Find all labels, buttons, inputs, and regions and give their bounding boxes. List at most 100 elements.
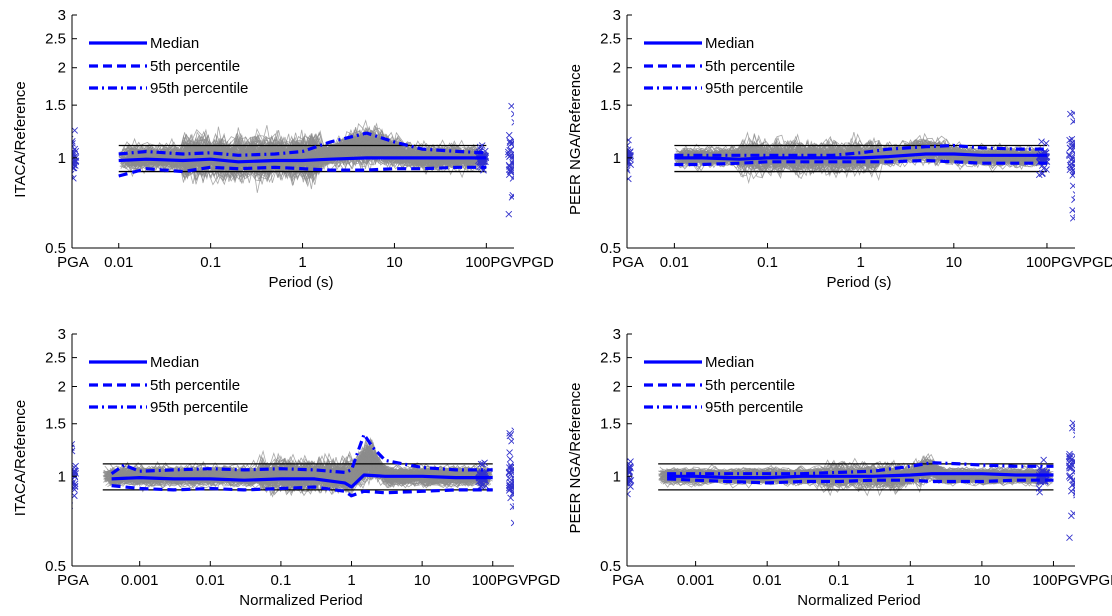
pgd-marker	[1072, 140, 1075, 148]
pga-marker	[65, 464, 71, 470]
x-tick-label: 0.001	[677, 572, 715, 589]
pga-marker	[620, 160, 626, 166]
pgv-label: PGV	[490, 254, 522, 271]
pgd-marker	[509, 503, 514, 511]
pgd-marker	[506, 429, 513, 437]
pgd-marker	[1067, 163, 1075, 171]
x-tick-label: 1	[298, 254, 306, 271]
pga-marker	[65, 476, 71, 482]
series-5th-percentile	[111, 484, 493, 498]
x-tick-label: 100	[1032, 572, 1057, 589]
x-tick-label: 0.01	[104, 254, 133, 271]
series-median	[118, 156, 487, 164]
pga-marker	[627, 490, 631, 498]
x-tick-label: 0.01	[753, 572, 782, 589]
pgd-marker	[1073, 431, 1075, 439]
pgv-marker	[1038, 138, 1045, 146]
x-tick-label: 0.001	[121, 572, 159, 589]
pgd-marker	[1072, 191, 1075, 198]
legend-label: 95th percentile	[150, 399, 248, 416]
pgd-marker	[511, 480, 514, 487]
series-95th-percentile	[118, 131, 487, 157]
pgd-marker	[511, 427, 514, 435]
legend: Median 5th percentile 95th percentile	[644, 354, 803, 416]
y-tick-label: 3	[58, 326, 66, 343]
pga-marker	[627, 165, 630, 172]
y-tick-label: 2.5	[600, 31, 621, 48]
pga-marker	[627, 148, 632, 156]
pgv-marker	[479, 482, 486, 489]
pgv-marker	[476, 163, 483, 171]
y-tick-label: 3	[613, 7, 621, 24]
pgd-marker	[511, 475, 514, 482]
pga-marker	[72, 178, 73, 185]
legend: Median 5th percentile 95th percentile	[644, 35, 803, 97]
category-markers	[620, 109, 1075, 222]
pga-marker	[65, 165, 71, 171]
y-tick-label: 2	[58, 60, 66, 77]
pgd-marker	[509, 490, 514, 497]
y-tick-label: 2	[613, 379, 621, 396]
pgd-marker	[1070, 109, 1075, 117]
pgd-marker	[1067, 487, 1075, 495]
y-tick-label: 1.5	[600, 97, 621, 114]
pgd-marker	[506, 478, 514, 486]
y-tick-label: 0.5	[600, 558, 621, 575]
pgv-marker	[1039, 467, 1047, 474]
pga-marker	[627, 137, 628, 143]
y-tick-label: 2	[58, 379, 66, 396]
pgd-marker	[1072, 424, 1075, 431]
pga-marker	[72, 174, 77, 182]
pga-marker	[627, 460, 633, 468]
x-tick-label: 0.1	[757, 254, 778, 271]
pga-marker	[72, 502, 73, 509]
pga-marker	[72, 471, 76, 479]
pga-marker	[66, 148, 72, 154]
x-tick-label: 100	[472, 572, 497, 589]
pgd-marker	[507, 146, 514, 154]
pgd-marker	[507, 462, 514, 469]
pgv-label: PGV	[497, 572, 529, 589]
pgd-marker	[512, 160, 514, 168]
pgd-marker	[511, 482, 514, 490]
pgd-marker	[509, 466, 514, 474]
trace-line	[685, 138, 1037, 172]
y-tick-label: 1.5	[600, 416, 621, 433]
trace-line	[679, 140, 1039, 162]
pga-marker	[72, 127, 78, 134]
x-axis-label: Period (s)	[826, 274, 891, 291]
legend-label: 95th percentile	[705, 399, 803, 416]
pga-marker	[65, 502, 71, 508]
pgv-marker	[479, 460, 487, 468]
pgd-marker	[1071, 168, 1075, 176]
y-tick-label: 2	[613, 60, 621, 77]
y-axis-label: ITACA/Reference	[12, 400, 29, 516]
pgd-marker	[508, 102, 514, 110]
pga-marker	[620, 471, 626, 477]
pgd-label: PGD	[528, 572, 561, 589]
series-median	[667, 472, 1054, 480]
y-axis-label: PEER NGA/Reference	[567, 64, 584, 215]
pgd-marker	[1066, 152, 1073, 160]
x-tick-label: 100	[1026, 254, 1051, 271]
pgd-marker	[511, 477, 514, 484]
pga-label: PGA	[57, 572, 89, 589]
series-5th-percentile	[118, 165, 487, 178]
y-tick-label: 0.5	[45, 240, 66, 257]
pga-marker	[66, 465, 72, 471]
pgd-marker	[511, 472, 514, 479]
pgd-marker	[505, 161, 513, 169]
pgd-marker	[510, 110, 514, 118]
pgd-marker	[505, 131, 513, 139]
y-tick-label: 0.5	[45, 558, 66, 575]
panel-top-right: 0.5 1 1.5 2 2.5 3 0.01 0.1 1 10 100 PGA PGV PGD Period…	[567, 7, 1112, 291]
pgd-marker	[1070, 476, 1075, 484]
y-tick-label: 2.5	[600, 350, 621, 367]
trace-line	[103, 446, 490, 497]
x-tick-label: 10	[974, 572, 991, 589]
series-5th-percentile	[667, 477, 1054, 485]
pgd-marker	[1071, 452, 1075, 460]
pga-label: PGA	[612, 254, 644, 271]
pga-marker	[627, 472, 628, 479]
